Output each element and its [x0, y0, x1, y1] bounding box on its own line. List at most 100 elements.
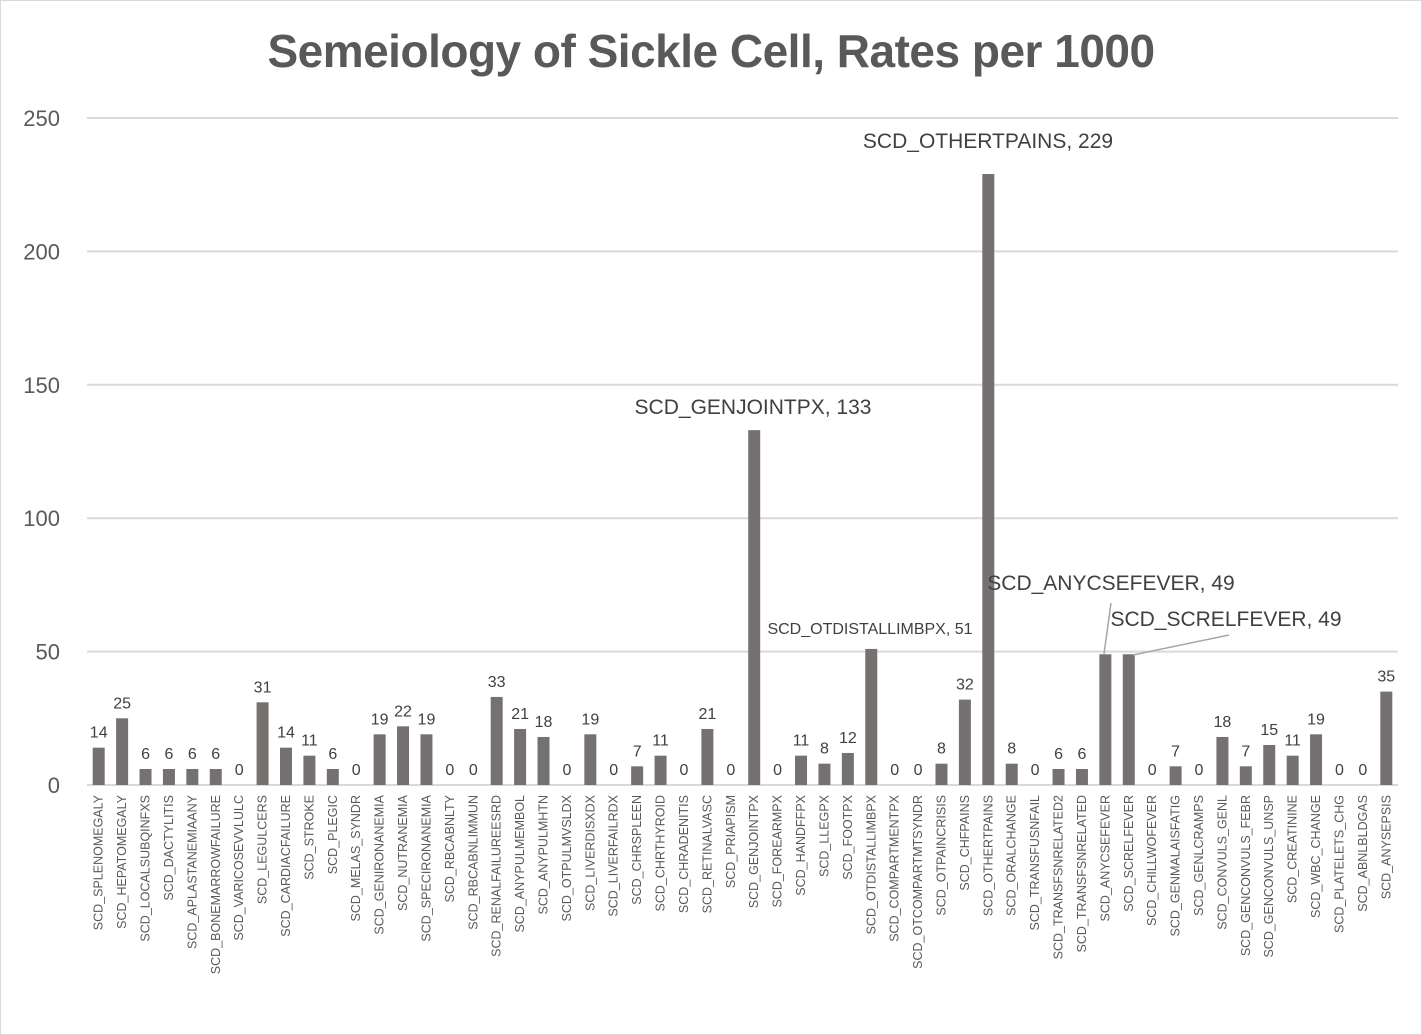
- x-axis-labels: SCD_SPLENOMEGALY SCD_HEPATOMEGALY SCD_LOCA…: [92, 794, 1394, 974]
- x-tick-label: SCD_TRANSFSNRELATED: [1075, 795, 1089, 952]
- x-tick-label: SCD_OTCOMPARTMTSYNDR: [911, 795, 925, 969]
- y-tick-label: 100: [23, 506, 60, 531]
- bar: [841, 752, 854, 785]
- bar: [935, 763, 948, 785]
- data-label: 8: [1007, 741, 1016, 758]
- callout-label: SCD_OTHERTPAINS, 229: [863, 130, 1113, 153]
- x-tick-label: SCD_PLEGIC: [326, 795, 340, 874]
- data-label: 0: [609, 762, 618, 779]
- x-tick-label: SCD_FOOTPX: [841, 794, 855, 879]
- callout-leader-line: [1132, 634, 1230, 656]
- x-tick-label: SCD_STROKE: [302, 795, 316, 880]
- data-label: 0: [726, 762, 735, 779]
- x-tick-label: SCD_ABNLBLDGAS: [1356, 795, 1370, 912]
- chart-title: Semeiology of Sickle Cell, Rates per 100…: [267, 25, 1155, 77]
- bar: [420, 734, 433, 785]
- data-label: 0: [1358, 762, 1367, 779]
- callout-leader-line: [1103, 602, 1112, 655]
- y-tick-label: 250: [23, 106, 60, 131]
- x-tick-label: SCD_OTDISTALLIMBPX: [864, 794, 878, 934]
- bar: [326, 768, 339, 785]
- bar: [748, 430, 761, 785]
- data-label: 22: [394, 703, 412, 720]
- y-axis-ticks: 0 50 100 150 200 250: [23, 106, 60, 798]
- x-tick-label: SCD_NUTRANEMIA: [396, 794, 410, 911]
- bar: [373, 734, 386, 785]
- bar: [303, 755, 316, 785]
- data-label: 6: [164, 746, 173, 763]
- bar: [1122, 654, 1135, 785]
- bar: [631, 766, 644, 785]
- callout-labels: SCD_GENJOINTPX, 133 SCD_OTHERTPAINS, 229 S…: [635, 130, 1342, 656]
- callout-label: SCD_SCRELFEVER, 49: [1110, 608, 1341, 631]
- bar: [162, 768, 175, 785]
- x-tick-label: SCD_LLEGPX: [817, 794, 831, 877]
- x-tick-label: SCD_GENCONVULS_UNSP: [1262, 795, 1276, 958]
- x-tick-label: SCD_OTPULMVSLDX: [560, 794, 574, 921]
- bar: [1052, 768, 1065, 785]
- bar: [982, 174, 995, 785]
- bar: [537, 736, 550, 785]
- bar: [1310, 734, 1323, 785]
- bar: [1216, 736, 1229, 785]
- x-tick-label: SCD_GENJOINTPX: [747, 794, 761, 908]
- data-label: 0: [773, 762, 782, 779]
- y-tick-label: 50: [36, 640, 60, 665]
- callout-label: SCD_OTDISTALLIMBPX, 51: [767, 621, 972, 638]
- x-tick-label: SCD_CONVULS_GENL: [1215, 795, 1229, 930]
- x-tick-label: SCD_RBCABNLTY: [443, 794, 457, 902]
- data-label: 6: [1078, 746, 1087, 763]
- data-label: 19: [1307, 711, 1325, 728]
- x-tick-label: SCD_GENMALAISFATIG: [1169, 795, 1183, 936]
- bar: [818, 763, 831, 785]
- data-label: 0: [235, 762, 244, 779]
- bar: [958, 699, 971, 785]
- bar: [1380, 691, 1393, 785]
- x-tick-label: SCD_BONEMARROWFAILURE: [209, 795, 223, 974]
- data-label: 0: [914, 762, 923, 779]
- x-tick-label: SCD_RBCABNLIMMUN: [466, 795, 480, 930]
- bar: [139, 768, 152, 785]
- x-tick-label: SCD_GENLCRAMPS: [1192, 795, 1206, 916]
- data-label: 0: [352, 762, 361, 779]
- data-label: 18: [1214, 714, 1232, 731]
- data-label: 0: [469, 762, 478, 779]
- data-label: 11: [793, 733, 810, 750]
- data-label: 32: [956, 677, 974, 694]
- data-label: 8: [937, 741, 946, 758]
- data-label: 0: [1148, 762, 1157, 779]
- data-label: 21: [511, 706, 529, 723]
- bars: [92, 174, 1393, 785]
- data-label: 6: [211, 746, 220, 763]
- x-tick-label: SCD_COMPARTMENTPX: [888, 794, 902, 941]
- x-tick-label: SCD_ANYPULMHTN: [537, 795, 551, 914]
- y-tick-label: 150: [23, 373, 60, 398]
- bar: [490, 696, 503, 785]
- data-label: 0: [1195, 762, 1204, 779]
- x-tick-label: SCD_LIVERFAILRDX: [607, 794, 621, 916]
- data-label: 19: [418, 711, 436, 728]
- bar: [701, 728, 714, 785]
- data-label: 6: [188, 746, 197, 763]
- data-label: 0: [562, 762, 571, 779]
- x-tick-label: SCD_ANYSEPSIS: [1379, 795, 1393, 899]
- x-tick-label: SCD_APLASTANEMIAANY: [185, 794, 199, 949]
- bar: [654, 755, 667, 785]
- x-tick-label: SCD_GENIRONANEMIA: [373, 794, 387, 934]
- x-tick-label: SCD_MELAS_SYNDR: [349, 795, 363, 921]
- x-tick-label: SCD_CHRSPLEEN: [630, 795, 644, 905]
- data-label: 18: [535, 714, 553, 731]
- x-tick-label: SCD_ANYCSEFEVER: [1098, 795, 1112, 921]
- callout-label: SCD_ANYCSEFEVER, 49: [987, 572, 1234, 595]
- data-label: 12: [839, 730, 857, 747]
- x-tick-label: SCD_DACTYLITIS: [162, 795, 176, 901]
- bar: [397, 726, 410, 785]
- data-label: 11: [1284, 733, 1301, 750]
- data-label: 6: [1054, 746, 1063, 763]
- data-label: 31: [254, 679, 272, 696]
- x-tick-label: SCD_OTHERTPAINS: [981, 795, 995, 916]
- callout-label: SCD_GENJOINTPX, 133: [635, 396, 872, 419]
- x-tick-label: SCD_TRANSFUSNFAIL: [1028, 795, 1042, 930]
- x-tick-label: SCD_ANYPULMEMBOL: [513, 795, 527, 933]
